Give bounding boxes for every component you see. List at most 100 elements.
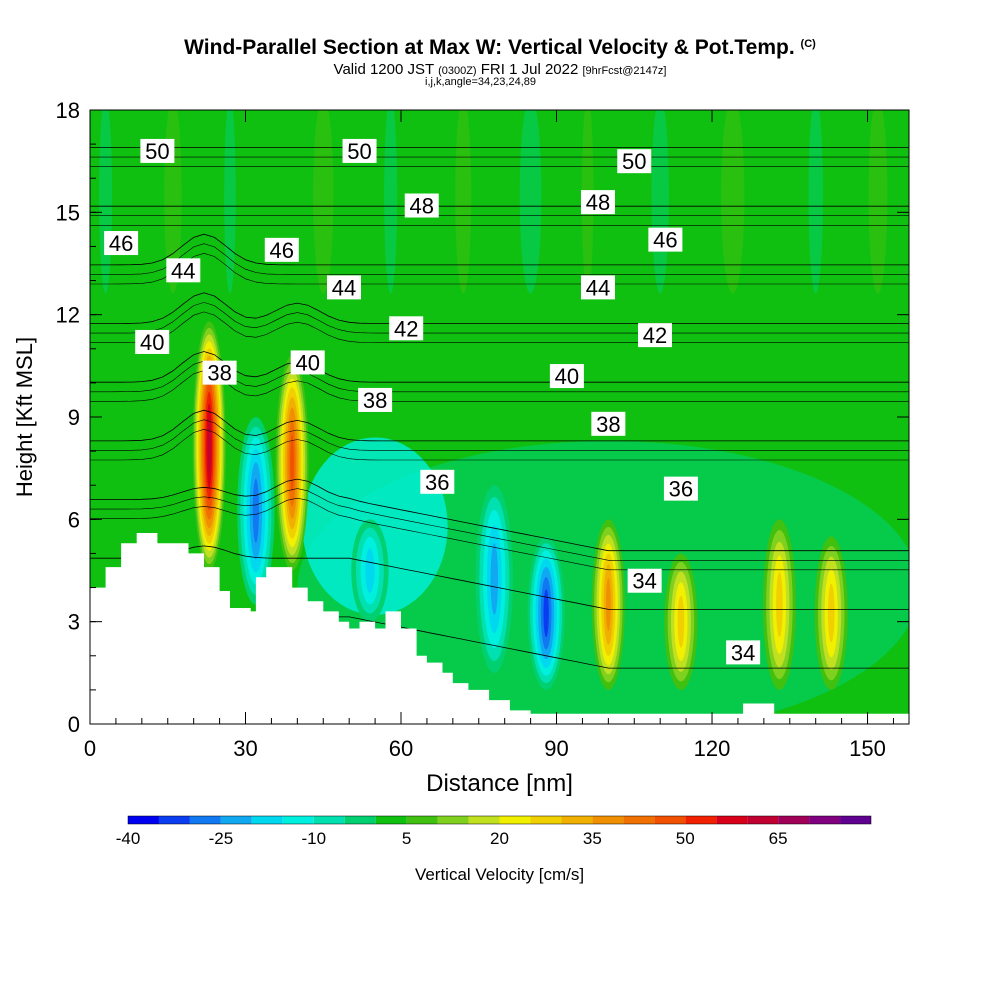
label-box	[342, 138, 377, 163]
chart-indices: i,j,k,angle=34,23,24,89	[425, 76, 537, 88]
colorbar-swatch	[468, 816, 500, 824]
theta-contour	[90, 252, 909, 285]
theta-contour-label: 36	[663, 476, 698, 502]
label-box	[648, 227, 683, 252]
colorbar-swatch	[840, 816, 871, 824]
label-text: 36	[425, 470, 449, 495]
velocity-level	[290, 434, 295, 492]
label-text: 48	[586, 190, 610, 215]
y-tick-label: 9	[68, 405, 80, 430]
theta-contour-label: 50	[140, 138, 175, 164]
colorbar-swatch	[592, 816, 624, 824]
colorbar-swatch	[685, 816, 717, 824]
colorbar-swatch	[313, 816, 345, 824]
label-text: 40	[555, 364, 579, 389]
label-text: 46	[653, 228, 677, 253]
y-axis-label: Height [Kft MSL]	[12, 337, 37, 497]
colorbar-swatch	[344, 816, 376, 824]
label-box	[140, 138, 175, 163]
theta-contour-label: 44	[580, 275, 615, 300]
theta-contour-label: 46	[264, 237, 299, 263]
label-text: 44	[586, 275, 610, 300]
velocity-band	[99, 110, 113, 294]
label-text: 38	[596, 412, 620, 437]
theta-contour-label: 44	[326, 275, 361, 300]
theta-contour-label: 40	[549, 364, 584, 389]
colorbar-swatch	[251, 816, 283, 824]
x-tick-label: 30	[233, 736, 257, 761]
theta-contour-label: 38	[202, 360, 237, 386]
label-box	[726, 640, 761, 665]
label-box	[358, 387, 393, 412]
label-box	[104, 231, 139, 256]
colorbar-swatch	[778, 816, 810, 824]
colorbar-swatch	[375, 816, 407, 824]
velocity-level	[365, 548, 375, 593]
velocity-level	[827, 583, 835, 643]
x-axis-label: Distance [nm]	[426, 770, 573, 797]
colorbar-swatch	[282, 816, 314, 824]
theta-contour-label: 42	[638, 323, 673, 348]
theta-contour-label: 46	[648, 227, 683, 253]
y-tick-label: 6	[68, 507, 80, 532]
velocity-level	[677, 595, 685, 648]
velocity-level	[776, 572, 783, 638]
x-tick-label: 120	[694, 736, 731, 761]
velocity-band	[384, 110, 398, 294]
colorbar-swatch	[158, 816, 190, 824]
theta-contour	[90, 428, 909, 461]
label-box	[420, 469, 455, 494]
velocity-band	[651, 110, 669, 294]
label-text: 42	[394, 316, 418, 341]
label-box	[326, 275, 361, 300]
theta-contour-label: 38	[591, 411, 626, 437]
theta-contour-label: 40	[290, 350, 325, 375]
terrain	[90, 533, 909, 724]
label-box	[591, 411, 626, 436]
theta-contour	[90, 292, 909, 324]
velocity-core	[351, 519, 389, 622]
y-tick-label: 3	[68, 610, 80, 635]
label-box	[580, 190, 615, 215]
colorbar-swatch	[747, 816, 779, 824]
label-text: 46	[109, 231, 133, 256]
velocity-band	[808, 110, 823, 294]
theta-contour	[90, 478, 909, 552]
colorbar-tick-label: -10	[301, 829, 326, 848]
label-box	[404, 193, 439, 218]
label-text: 40	[140, 330, 164, 355]
label-box	[389, 316, 424, 341]
label-text: 40	[295, 350, 319, 375]
colorbar-swatch	[561, 816, 593, 824]
colorbar-swatch	[809, 816, 841, 824]
copyright-mark: (C)	[800, 38, 816, 50]
colorbar-swatch	[623, 816, 655, 824]
label-box	[638, 323, 673, 348]
y-tick-label: 18	[56, 98, 80, 123]
label-box	[166, 258, 201, 283]
velocity-core	[664, 553, 698, 690]
velocity-core	[475, 485, 513, 673]
label-box	[290, 350, 325, 375]
label-text: 38	[207, 361, 231, 386]
theta-contour-label: 34	[726, 640, 761, 665]
label-box	[580, 275, 615, 300]
velocity-level	[605, 578, 611, 632]
theta-contour-label: 50	[617, 149, 652, 174]
label-text: 50	[347, 139, 371, 164]
theta-contour	[90, 233, 909, 266]
velocity-level	[207, 417, 211, 475]
velocity-band	[455, 110, 472, 294]
theta-contour-label: 42	[389, 316, 424, 341]
colorbar-swatch	[220, 816, 252, 824]
label-text: 34	[632, 569, 656, 594]
theta-contour-label: 40	[135, 329, 170, 355]
label-box	[663, 476, 698, 501]
theta-contour	[90, 243, 909, 275]
x-tick-label: 90	[544, 736, 568, 761]
label-text: 48	[410, 194, 434, 219]
colorbar-swatch	[530, 816, 562, 824]
theta-contour-label: 44	[166, 258, 201, 283]
